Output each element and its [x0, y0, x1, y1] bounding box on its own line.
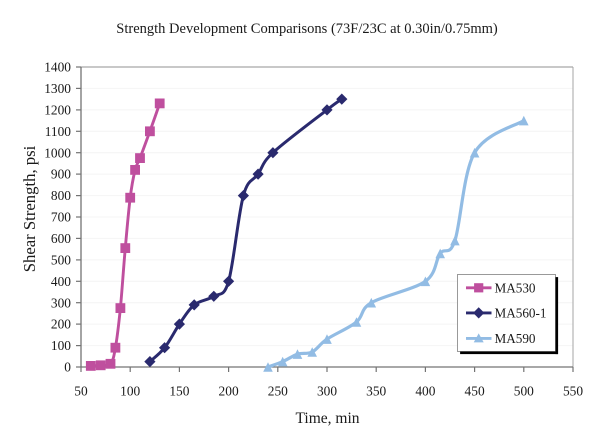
- svg-text:1000: 1000: [44, 145, 71, 160]
- svg-text:50: 50: [74, 384, 88, 399]
- svg-text:800: 800: [51, 188, 71, 203]
- svg-text:300: 300: [317, 384, 337, 399]
- svg-text:MA590: MA590: [495, 331, 536, 346]
- svg-text:MA560-1: MA560-1: [495, 306, 547, 321]
- svg-text:1100: 1100: [45, 124, 72, 139]
- svg-text:500: 500: [51, 253, 71, 268]
- svg-text:450: 450: [465, 384, 485, 399]
- svg-text:700: 700: [51, 210, 71, 225]
- svg-text:100: 100: [51, 338, 71, 353]
- svg-text:200: 200: [219, 384, 239, 399]
- svg-text:150: 150: [169, 384, 189, 399]
- svg-text:1300: 1300: [44, 81, 71, 96]
- svg-text:600: 600: [51, 231, 71, 246]
- svg-text:1400: 1400: [44, 60, 71, 75]
- svg-text:Strength Development Compariso: Strength Development Comparisons (73F/23…: [116, 21, 498, 37]
- svg-text:250: 250: [268, 384, 288, 399]
- svg-text:400: 400: [51, 274, 71, 289]
- svg-text:MA530: MA530: [495, 280, 536, 295]
- svg-text:0: 0: [64, 360, 71, 375]
- svg-text:1200: 1200: [44, 103, 71, 118]
- svg-text:300: 300: [51, 295, 71, 310]
- svg-text:900: 900: [51, 167, 71, 182]
- svg-text:500: 500: [514, 384, 534, 399]
- svg-text:550: 550: [563, 384, 583, 399]
- svg-text:200: 200: [51, 317, 71, 332]
- svg-text:Shear Strength, psi: Shear Strength, psi: [20, 145, 39, 272]
- svg-text:350: 350: [366, 384, 386, 399]
- svg-text:400: 400: [415, 384, 435, 399]
- svg-text:Time, min: Time, min: [295, 410, 359, 427]
- svg-text:100: 100: [120, 384, 140, 399]
